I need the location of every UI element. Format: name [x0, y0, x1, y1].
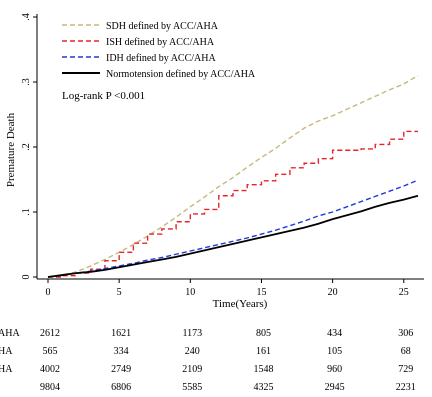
x-tick-label: 20	[328, 287, 338, 298]
risk-cell: 4325	[253, 382, 273, 393]
y-tick-label: .2	[21, 143, 32, 151]
legend-label: SDH defined by ACC/AHA	[106, 21, 219, 32]
y-tick-label: .3	[21, 78, 32, 86]
legend-label: ISH defined by ACC/AHA	[106, 37, 215, 48]
risk-cell: 2945	[325, 382, 345, 393]
log-rank-annotation: Log-rank P <0.001	[62, 90, 145, 102]
legend-label: IDH defined by ACC/AHA	[106, 53, 216, 64]
risk-cell: 306	[398, 328, 413, 339]
series-line	[47, 74, 419, 278]
risk-cell: 105	[327, 346, 342, 357]
risk-row-label: AHA	[0, 328, 20, 339]
legend-label: Normotension defined by ACC/AHA	[106, 69, 256, 80]
risk-cell: 2612	[40, 328, 60, 339]
risk-cell: 565	[43, 346, 58, 357]
x-tick-label: 5	[117, 287, 122, 298]
risk-cell: 4002	[40, 364, 60, 375]
x-tick-label: 0	[46, 287, 51, 298]
risk-cell: 334	[114, 346, 129, 357]
risk-table: AHA 2612 1621 1173 805 434 306 HA 565 334 240 161 10…	[0, 328, 416, 393]
risk-cell: 2109	[182, 364, 202, 375]
risk-cell: 2749	[111, 364, 131, 375]
y-tick-label: .4	[21, 13, 32, 21]
risk-cell: 161	[256, 346, 271, 357]
risk-cell: 68	[401, 346, 411, 357]
risk-cell: 805	[256, 328, 271, 339]
risk-row-label: HA	[0, 346, 13, 357]
curves	[47, 74, 419, 278]
x-tick-label: 10	[185, 287, 195, 298]
risk-cell: 1173	[182, 328, 202, 339]
series-line	[48, 130, 418, 278]
series-line	[47, 194, 419, 278]
y-axis-label: Premature Death	[5, 112, 17, 187]
risk-cell: 729	[398, 364, 413, 375]
y-tick-label: 0	[21, 275, 32, 280]
risk-cell: 1621	[111, 328, 131, 339]
risk-cell: 9804	[40, 382, 60, 393]
risk-row-label: HA	[0, 364, 13, 375]
x-axis-label: Time(Years)	[213, 298, 268, 310]
risk-cell: 5585	[182, 382, 202, 393]
risk-cell: 960	[327, 364, 342, 375]
risk-cell: 6806	[111, 382, 131, 393]
risk-cell: 1548	[253, 364, 273, 375]
y-tick-label: .1	[21, 208, 32, 216]
axes: 0 .1 .2 .3 .4 0 5 10 15 20 25	[21, 13, 424, 298]
x-tick-label: 25	[399, 287, 409, 298]
legend: SDH defined by ACC/AHA ISH defined by ACC…	[62, 21, 256, 80]
x-tick-label: 15	[256, 287, 266, 298]
risk-cell: 434	[327, 328, 342, 339]
risk-cell: 240	[185, 346, 200, 357]
series-line	[47, 179, 419, 278]
risk-cell: 2231	[396, 382, 416, 393]
